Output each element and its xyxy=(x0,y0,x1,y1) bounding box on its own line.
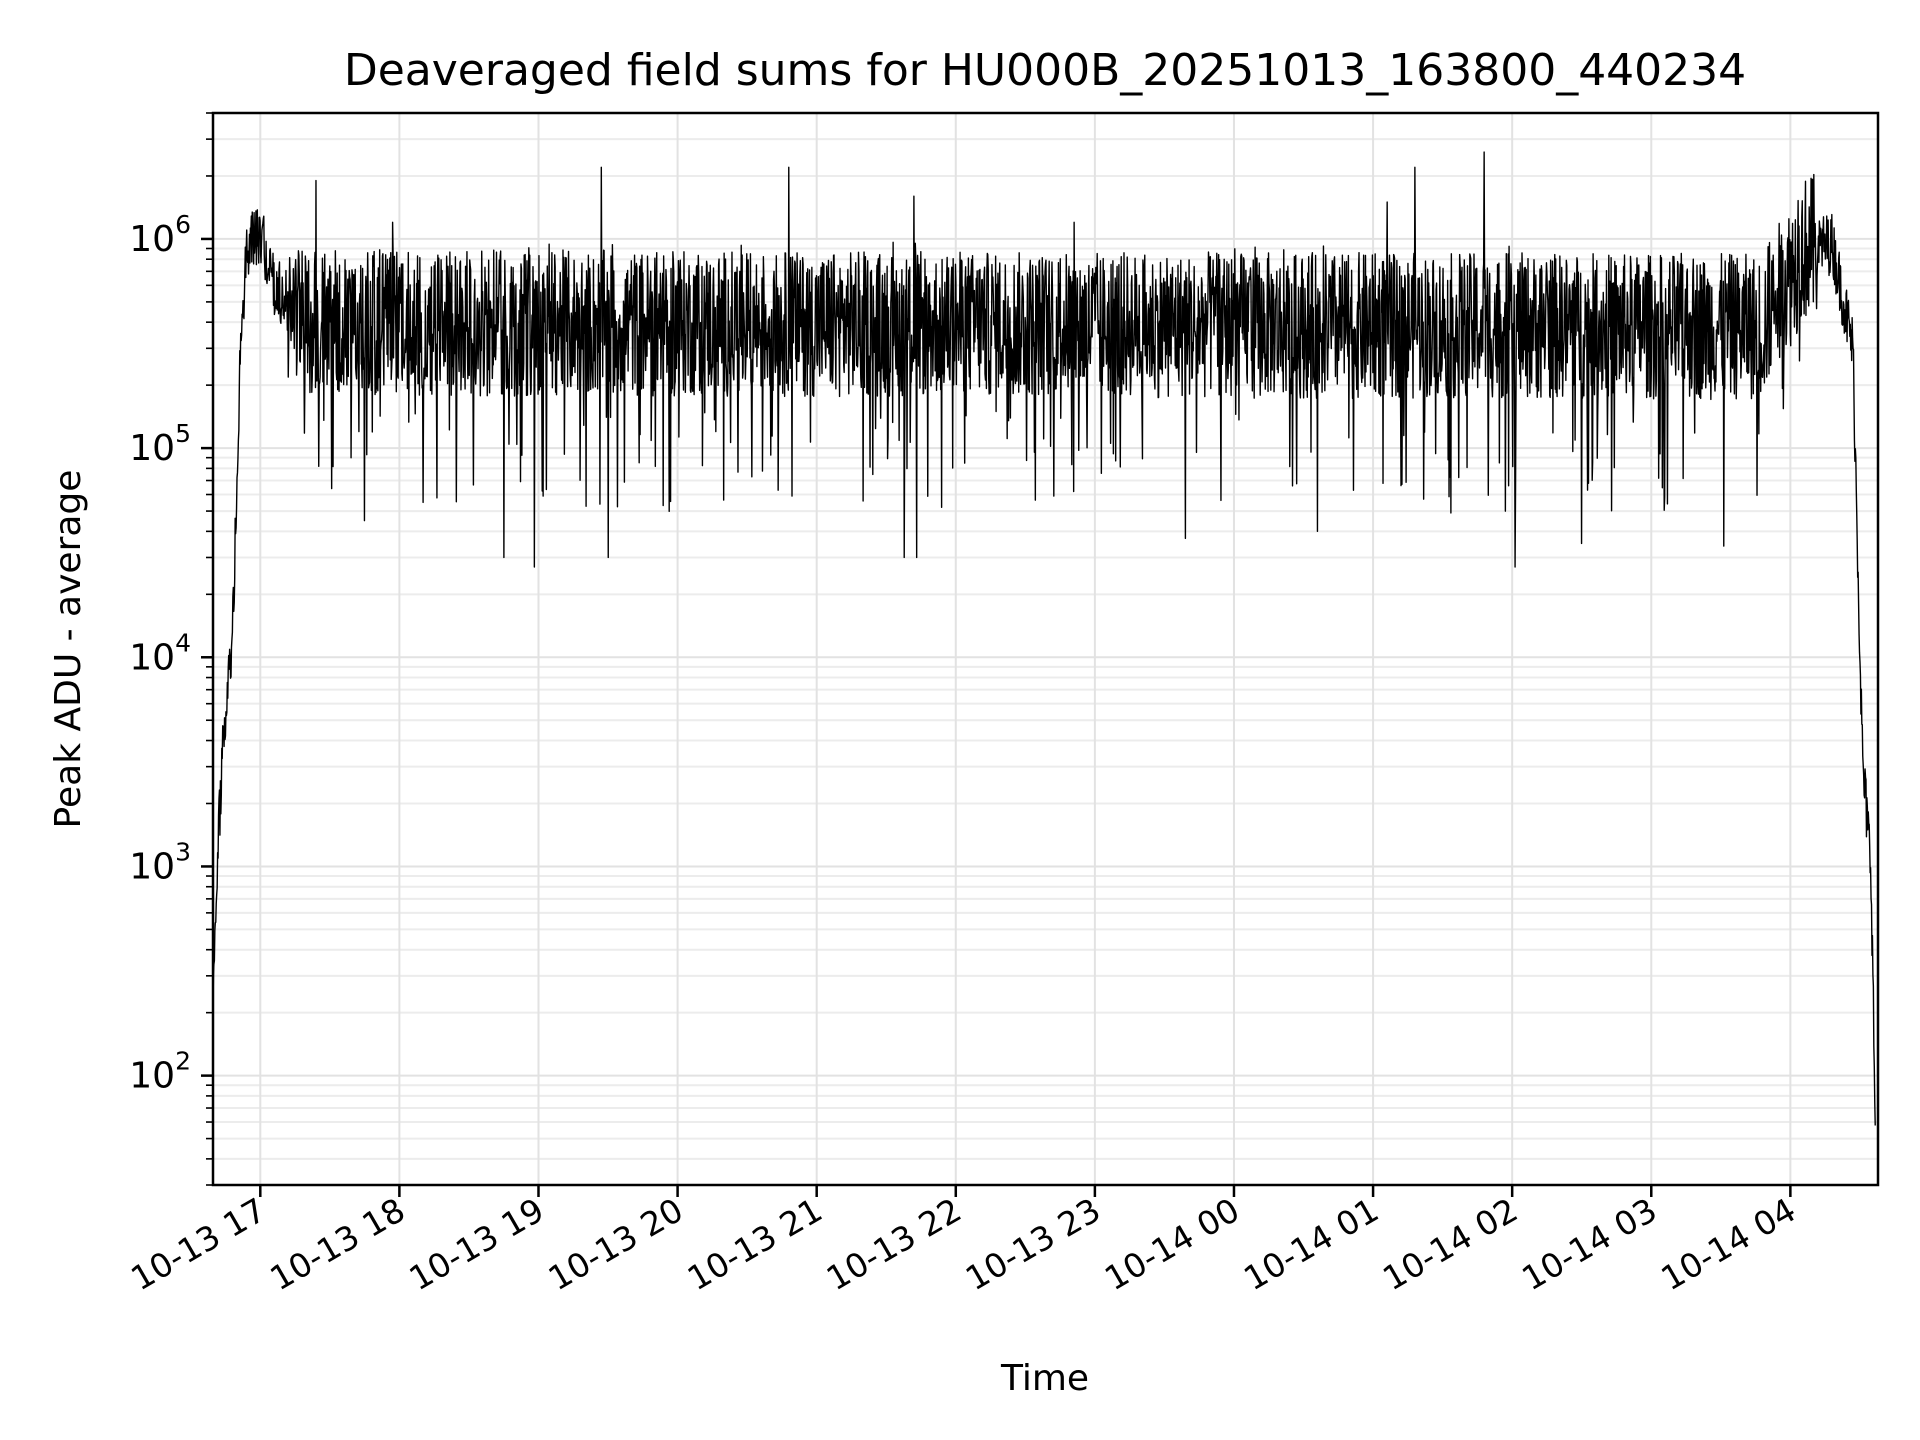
series-line xyxy=(212,151,1876,1126)
series-group xyxy=(212,151,1876,1126)
y-tick-label: 103 xyxy=(129,837,191,887)
y-tick-base: 10 xyxy=(129,846,175,887)
y-tick-label: 102 xyxy=(129,1047,191,1097)
x-axis-label: Time xyxy=(1000,1358,1089,1399)
y-tick-base: 10 xyxy=(129,219,175,260)
y-tick-label: 106 xyxy=(129,210,191,260)
y-tick-base: 10 xyxy=(129,1056,175,1097)
y-tick-base: 10 xyxy=(129,428,175,469)
y-tick-exponent: 6 xyxy=(175,210,191,239)
y-tick-exponent: 5 xyxy=(175,419,191,448)
y-axis-label: Peak ADU - average xyxy=(48,470,89,829)
y-tick-exponent: 4 xyxy=(175,628,191,657)
chart-title: Deaveraged field sums for HU000B_2025101… xyxy=(344,45,1746,96)
y-tick-base: 10 xyxy=(129,637,175,678)
y-tick-exponent: 3 xyxy=(175,837,191,866)
y-tick-exponent: 2 xyxy=(175,1047,191,1076)
y-tick-label: 105 xyxy=(129,419,191,469)
y-tick-label: 104 xyxy=(129,628,191,678)
plot-frame xyxy=(211,111,1880,1187)
